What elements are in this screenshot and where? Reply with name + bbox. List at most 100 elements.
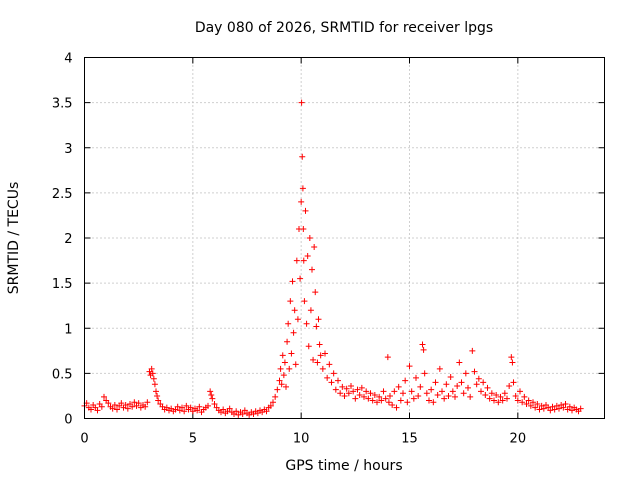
data-point	[294, 316, 301, 323]
data-point	[417, 383, 424, 390]
data-point	[298, 99, 305, 106]
data-point	[514, 397, 521, 404]
data-point	[183, 402, 190, 409]
data-point	[449, 388, 456, 395]
data-point	[426, 397, 432, 404]
data-point	[300, 225, 307, 232]
data-point	[150, 375, 157, 382]
data-point	[326, 361, 333, 368]
data-point	[312, 289, 319, 296]
data-point	[270, 399, 276, 406]
data-point	[155, 397, 162, 404]
data-point	[473, 381, 480, 388]
data-point	[439, 388, 445, 395]
data-point	[280, 372, 287, 379]
data-point	[205, 402, 211, 409]
data-point	[316, 341, 323, 348]
data-point	[153, 388, 159, 395]
data-point	[287, 298, 294, 305]
data-point	[471, 368, 478, 375]
data-point	[283, 383, 289, 390]
data-point	[281, 359, 288, 366]
data-point	[367, 390, 374, 397]
data-point	[523, 401, 530, 408]
data-point	[447, 373, 454, 380]
data-point	[404, 399, 411, 406]
x-tick-label: 20	[510, 432, 527, 447]
y-axis-label: SRMTID / TECUs	[6, 182, 22, 295]
data-point	[129, 403, 136, 410]
data-point	[420, 346, 427, 353]
data-point	[209, 395, 216, 402]
data-point	[300, 257, 307, 264]
data-point	[508, 354, 515, 361]
data-point	[566, 403, 573, 410]
data-point	[135, 400, 142, 407]
data-point	[491, 397, 497, 404]
data-point	[410, 395, 417, 402]
data-point	[279, 352, 286, 359]
data-point	[493, 392, 500, 399]
data-point	[307, 307, 314, 314]
data-point	[101, 393, 107, 400]
data-point	[187, 404, 194, 411]
data-point	[400, 390, 406, 397]
data-point	[534, 401, 541, 408]
data-point	[288, 350, 295, 357]
data-point	[226, 405, 233, 412]
data-point	[423, 390, 430, 397]
axis-ticks: 0 0.5 1 1.5 2 2.5 3 3.5 4 0 5 10 15 20	[52, 52, 605, 447]
data-point	[290, 329, 297, 336]
data-point	[154, 392, 161, 399]
data-point	[510, 379, 517, 386]
data-point	[421, 370, 428, 377]
data-point	[380, 388, 387, 395]
data-point	[460, 390, 467, 397]
data-point	[454, 383, 461, 390]
data-point	[310, 356, 317, 363]
data-point	[354, 386, 361, 393]
data-point	[272, 393, 279, 400]
x-tick-label: 15	[401, 432, 418, 447]
x-tick-label: 10	[293, 432, 310, 447]
data-point	[389, 401, 396, 408]
data-point	[149, 370, 156, 377]
data-point	[361, 393, 367, 400]
y-tick-label: 1	[64, 322, 72, 337]
data-point	[540, 405, 547, 412]
data-point	[445, 392, 452, 399]
data-point	[114, 406, 120, 413]
y-tick-label: 3	[64, 142, 72, 157]
data-point	[124, 405, 131, 412]
data-point	[456, 359, 463, 366]
data-point	[148, 365, 155, 372]
data-point	[428, 386, 435, 393]
data-point	[319, 365, 326, 372]
data-point	[413, 374, 419, 381]
data-point	[278, 381, 285, 388]
data-point	[88, 406, 94, 413]
data-point	[330, 370, 337, 377]
data-point	[484, 384, 491, 391]
data-point	[382, 395, 389, 402]
data-point	[105, 400, 112, 407]
grid-lines	[84, 57, 605, 419]
data-point	[306, 235, 313, 241]
data-point	[276, 377, 283, 384]
data-point	[181, 408, 188, 415]
data-point	[356, 392, 363, 399]
data-point	[337, 390, 344, 397]
data-point	[284, 338, 291, 345]
data-point	[517, 388, 523, 395]
data-point	[551, 406, 558, 413]
data-point	[291, 307, 298, 314]
data-point	[179, 404, 185, 411]
data-point	[430, 399, 437, 406]
data-point	[467, 393, 474, 400]
data-point	[506, 383, 513, 390]
data-point	[369, 397, 376, 404]
data-point	[328, 379, 335, 386]
data-point	[311, 244, 318, 251]
data-point	[324, 374, 331, 381]
